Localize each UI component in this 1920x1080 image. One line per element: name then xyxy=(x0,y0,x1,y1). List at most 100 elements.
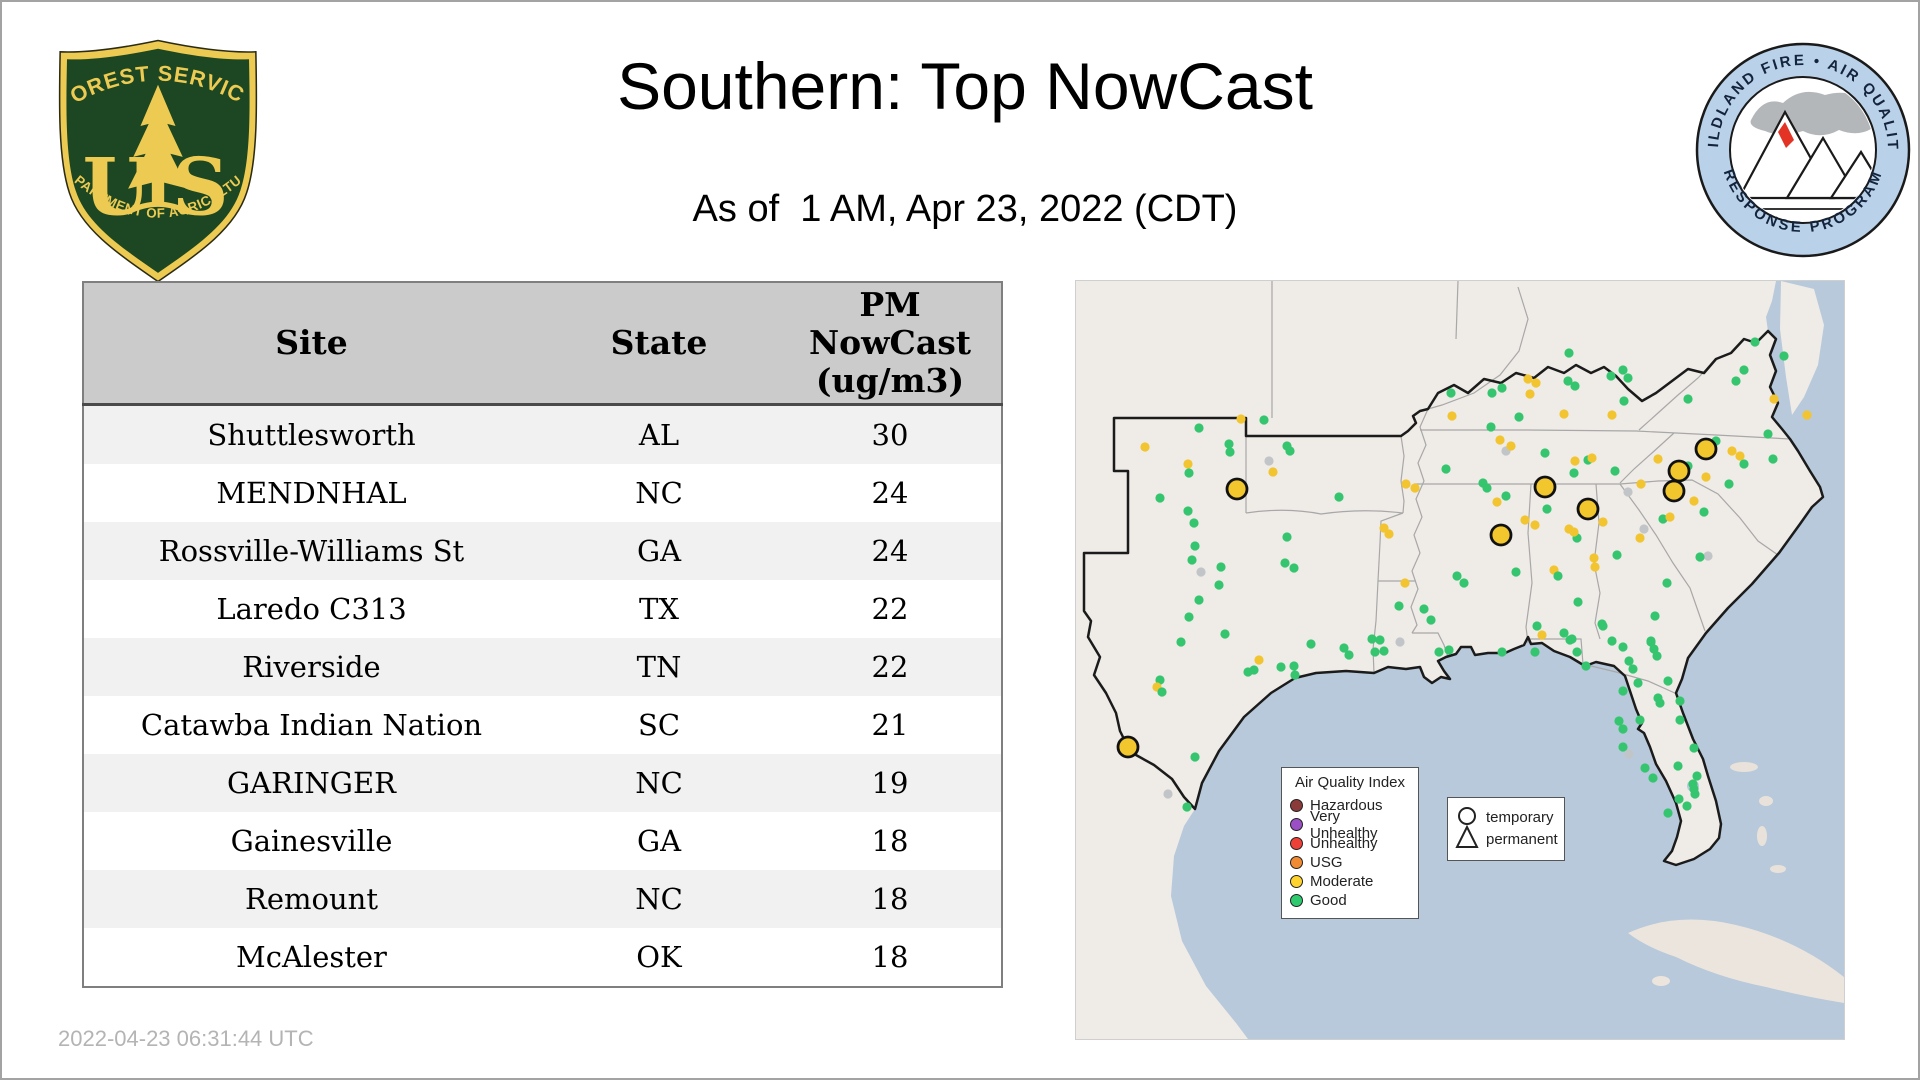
monitor-dot[interactable] xyxy=(1567,634,1577,644)
monitor-dot[interactable] xyxy=(1570,381,1580,391)
monitor-dot[interactable] xyxy=(1183,459,1193,469)
monitor-dot[interactable] xyxy=(1268,467,1278,477)
monitor-dot[interactable] xyxy=(1619,396,1629,406)
monitor-dot[interactable] xyxy=(1739,459,1749,469)
monitor-dot[interactable] xyxy=(1612,550,1622,560)
monitor-dot[interactable] xyxy=(1501,491,1511,501)
monitor-dot[interactable] xyxy=(1618,724,1628,734)
monitor-dot[interactable] xyxy=(1763,429,1773,439)
monitor-dot[interactable] xyxy=(1646,636,1656,646)
monitor-dot[interactable] xyxy=(1701,472,1711,482)
monitor-dot[interactable] xyxy=(1290,670,1300,680)
monitor-dot[interactable] xyxy=(1739,365,1749,375)
monitor-dot[interactable] xyxy=(1306,639,1316,649)
monitor-dot[interactable] xyxy=(1506,441,1516,451)
monitor-dot[interactable] xyxy=(1530,647,1540,657)
monitor-dot[interactable] xyxy=(1434,647,1444,657)
monitor-dot[interactable] xyxy=(1190,541,1200,551)
monitor-dot[interactable] xyxy=(1649,644,1659,654)
monitor-dot[interactable] xyxy=(1640,763,1650,773)
monitor-dot[interactable] xyxy=(1662,578,1672,588)
monitor-dot[interactable] xyxy=(1606,371,1616,381)
monitor-dot[interactable] xyxy=(1587,453,1597,463)
monitor-dot[interactable] xyxy=(1623,373,1633,383)
monitor-dot[interactable] xyxy=(1618,686,1628,696)
monitor-dot[interactable] xyxy=(1216,562,1226,572)
monitor-dot[interactable] xyxy=(1559,628,1569,638)
monitor-dot[interactable] xyxy=(1492,497,1502,507)
monitor-dot[interactable] xyxy=(1339,643,1349,653)
monitor-dot[interactable] xyxy=(1633,678,1643,688)
monitor-dot[interactable] xyxy=(1653,454,1663,464)
monitor-dot[interactable] xyxy=(1652,651,1662,661)
monitor-dot[interactable] xyxy=(1570,456,1580,466)
top-site-marker[interactable] xyxy=(1694,437,1718,461)
monitor-dot[interactable] xyxy=(1564,348,1574,358)
monitor-dot[interactable] xyxy=(1639,524,1649,534)
monitor-dot[interactable] xyxy=(1665,512,1675,522)
monitor-dot[interactable] xyxy=(1395,637,1405,647)
monitor-dot[interactable] xyxy=(1487,388,1497,398)
monitor-dot[interactable] xyxy=(1452,571,1462,581)
monitor-dot[interactable] xyxy=(1540,448,1550,458)
monitor-dot[interactable] xyxy=(1618,742,1628,752)
monitor-dot[interactable] xyxy=(1802,410,1812,420)
monitor-dot[interactable] xyxy=(1194,595,1204,605)
monitor-dot[interactable] xyxy=(1375,635,1385,645)
monitor-dot[interactable] xyxy=(1379,646,1389,656)
monitor-dot[interactable] xyxy=(1486,422,1496,432)
monitor-dot[interactable] xyxy=(1635,715,1645,725)
monitor-dot[interactable] xyxy=(1650,611,1660,621)
monitor-dot[interactable] xyxy=(1497,383,1507,393)
monitor-dot[interactable] xyxy=(1673,761,1683,771)
monitor-dot[interactable] xyxy=(1618,365,1628,375)
monitor-dot[interactable] xyxy=(1610,466,1620,476)
monitor-dot[interactable] xyxy=(1289,661,1299,671)
monitor-dot[interactable] xyxy=(1614,716,1624,726)
monitor-dot[interactable] xyxy=(1482,483,1492,493)
monitor-dot[interactable] xyxy=(1623,487,1633,497)
top-site-marker[interactable] xyxy=(1576,497,1600,521)
monitor-dot[interactable] xyxy=(1598,517,1608,527)
monitor-dot[interactable] xyxy=(1525,389,1535,399)
monitor-dot[interactable] xyxy=(1572,647,1582,657)
monitor-dot[interactable] xyxy=(1692,771,1702,781)
monitor-dot[interactable] xyxy=(1569,468,1579,478)
monitor-dot[interactable] xyxy=(1447,411,1457,421)
monitor-dot[interactable] xyxy=(1497,647,1507,657)
top-site-marker[interactable] xyxy=(1489,523,1513,547)
air-quality-map[interactable]: Air Quality Index Hazardous Very Unhealth… xyxy=(1075,280,1845,1040)
monitor-dot[interactable] xyxy=(1675,696,1685,706)
monitor-dot[interactable] xyxy=(1249,665,1259,675)
monitor-dot[interactable] xyxy=(1523,374,1533,384)
monitor-dot[interactable] xyxy=(1140,442,1150,452)
monitor-dot[interactable] xyxy=(1520,515,1530,525)
monitor-dot[interactable] xyxy=(1699,507,1709,517)
monitor-dot[interactable] xyxy=(1581,661,1591,671)
monitor-dot[interactable] xyxy=(1280,558,1290,568)
monitor-dot[interactable] xyxy=(1264,456,1274,466)
monitor-dot[interactable] xyxy=(1735,451,1745,461)
monitor-dot[interactable] xyxy=(1658,514,1668,524)
top-site-marker[interactable] xyxy=(1225,477,1249,501)
monitor-dot[interactable] xyxy=(1254,655,1264,665)
monitor-dot[interactable] xyxy=(1289,563,1299,573)
monitor-dot[interactable] xyxy=(1724,479,1734,489)
monitor-dot[interactable] xyxy=(1370,647,1380,657)
monitor-dot[interactable] xyxy=(1176,637,1186,647)
monitor-dot[interactable] xyxy=(1183,506,1193,516)
monitor-dot[interactable] xyxy=(1446,388,1456,398)
monitor-dot[interactable] xyxy=(1410,483,1420,493)
monitor-dot[interactable] xyxy=(1236,414,1246,424)
monitor-dot[interactable] xyxy=(1695,552,1705,562)
monitor-dot[interactable] xyxy=(1259,415,1269,425)
monitor-dot[interactable] xyxy=(1618,642,1628,652)
monitor-dot[interactable] xyxy=(1334,492,1344,502)
monitor-dot[interactable] xyxy=(1703,551,1713,561)
top-site-marker[interactable] xyxy=(1116,735,1140,759)
monitor-dot[interactable] xyxy=(1367,634,1377,644)
monitor-dot[interactable] xyxy=(1187,555,1197,565)
monitor-dot[interactable] xyxy=(1155,675,1165,685)
monitor-dot[interactable] xyxy=(1400,578,1410,588)
monitor-dot[interactable] xyxy=(1224,439,1234,449)
